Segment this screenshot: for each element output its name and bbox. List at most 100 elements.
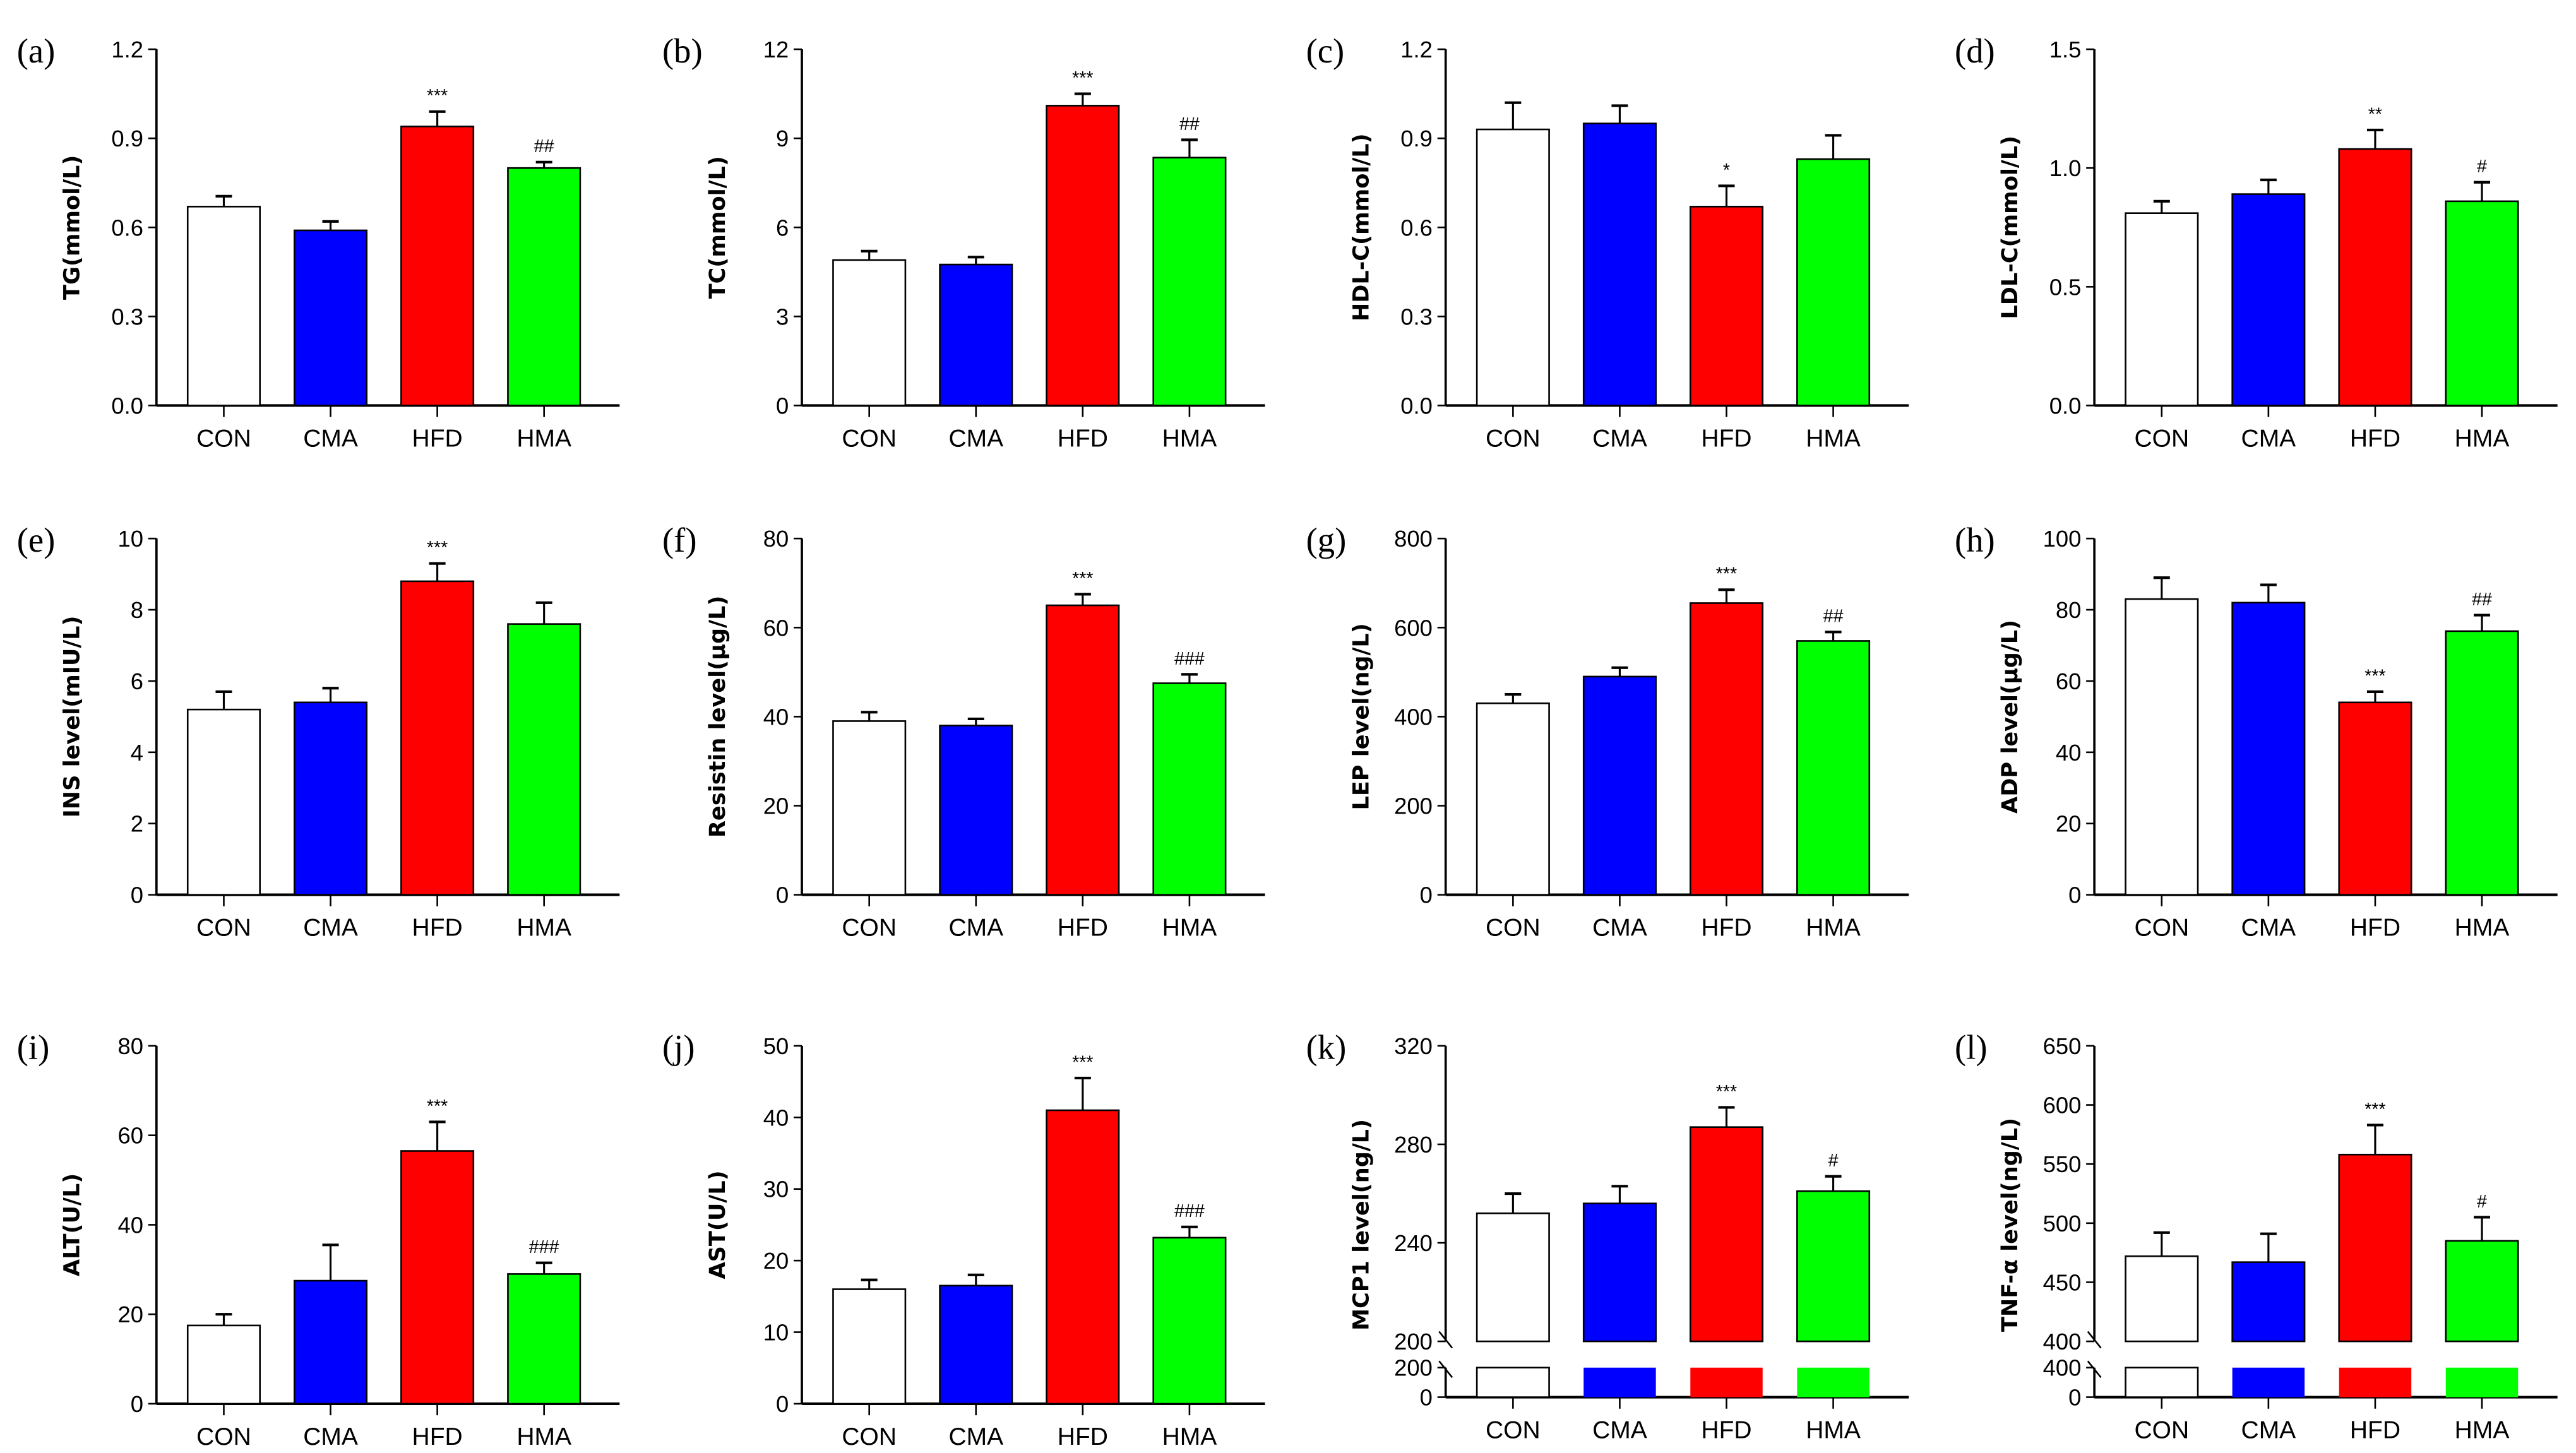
x-tick-label: CMA — [2241, 915, 2296, 942]
y-axis-label: Resistin level(μg/L) — [705, 596, 730, 838]
x-tick-label: HMA — [516, 1423, 571, 1450]
bar-con — [832, 720, 907, 896]
panel-i: (i) ALT(U/L) 0 20 40 60 80 CON CMA *** HFD ### HMA — [17, 1028, 620, 1450]
axis-break-mark — [1438, 1360, 1453, 1379]
y-tick-label: 10 — [118, 526, 144, 552]
x-tick-label: HMA — [2455, 425, 2510, 453]
bar-cma — [1582, 122, 1657, 406]
y-tick-label: 40 — [118, 1212, 144, 1238]
y-tick-label: 12 — [763, 37, 789, 62]
bar-hma — [1152, 682, 1227, 896]
y-tick-label: 0.6 — [1400, 215, 1433, 240]
bar-hfd — [400, 580, 475, 896]
y-tick-label: 280 — [1394, 1132, 1433, 1158]
y-tick-label: 400 — [2043, 1329, 2082, 1355]
y-tick-label: 100 — [2043, 526, 2082, 552]
bar-hma — [1152, 157, 1227, 406]
significance-mark: ## — [1179, 114, 1200, 134]
significance-mark: # — [1828, 1151, 1839, 1171]
panel-d: (d) LDL-C(mmol/L) 0.0 0.5 1.0 1.5 CON CMA ** HFD #… — [1955, 32, 2558, 453]
x-tick-label: HFD — [1701, 425, 1751, 453]
y-tick-label: 0 — [2068, 1385, 2081, 1411]
bar-con — [832, 1288, 907, 1405]
bar-cma — [294, 1279, 368, 1405]
bar-con — [1476, 1212, 1550, 1343]
bar-lower-cma — [1583, 1367, 1656, 1397]
significance-mark: ## — [2472, 590, 2492, 610]
panel-label: (d) — [1955, 32, 1995, 70]
bar-lower-cma — [2232, 1367, 2305, 1397]
x-tick-label: HMA — [1806, 1417, 1861, 1444]
panel-label: (l) — [1955, 1028, 1988, 1067]
y-tick-label: 800 — [1394, 526, 1433, 552]
x-tick-label: CMA — [1592, 1417, 1647, 1444]
bar-lower-con — [1476, 1367, 1550, 1398]
bar-con — [2125, 1255, 2199, 1343]
x-tick-label: CMA — [948, 425, 1003, 453]
panel-c: (c) HDL-C(mmol/L) 0.0 0.3 0.6 0.9 1.2 CON CMA * HF… — [1306, 32, 1909, 453]
y-tick-label: 0 — [1420, 882, 1433, 908]
x-tick-label: CMA — [303, 1423, 358, 1450]
y-tick-label: 80 — [118, 1033, 144, 1059]
panel-label: (e) — [17, 521, 56, 559]
y-tick-label: 0.0 — [2049, 393, 2082, 418]
bar-hma — [507, 167, 581, 406]
bar-hma — [1152, 1237, 1227, 1405]
x-tick-label: HFD — [1058, 1423, 1108, 1450]
y-tick-label: 0 — [776, 393, 789, 418]
x-tick-label: CON — [196, 425, 251, 453]
panel-label: (g) — [1306, 521, 1347, 559]
x-tick-label: HFD — [412, 1423, 463, 1450]
significance-mark: ## — [1823, 607, 1844, 627]
y-tick-label: 400 — [2043, 1355, 2082, 1381]
y-axis-label: LEP level(ng/L) — [1348, 623, 1374, 810]
bar-lower-hma — [2445, 1367, 2519, 1397]
x-tick-label: CMA — [2241, 425, 2296, 453]
bar-hfd — [2338, 148, 2412, 406]
significance-mark: *** — [1072, 68, 1093, 88]
y-tick-label: 9 — [776, 126, 789, 151]
bar-con — [186, 1324, 261, 1405]
bar-cma — [939, 725, 1013, 896]
y-tick-label: 240 — [1394, 1230, 1433, 1256]
bar-cma — [939, 1284, 1013, 1405]
bar-cma — [1582, 675, 1657, 896]
significance-mark: ## — [534, 136, 554, 157]
y-axis-label: AST(U/L) — [705, 1170, 730, 1279]
panel-b: (b) TC(mmol/L) 0 3 6 9 12 CON CMA *** HFD ## HMA — [662, 32, 1265, 453]
x-tick-label: CMA — [1592, 425, 1647, 453]
x-tick-label: HFD — [412, 915, 463, 942]
bar-con — [186, 206, 261, 406]
x-tick-label: CON — [196, 1423, 251, 1450]
y-tick-label: 3 — [776, 304, 789, 329]
bar-hfd — [2338, 701, 2412, 896]
y-tick-label: 500 — [2043, 1211, 2082, 1237]
y-tick-label: 60 — [2056, 668, 2082, 694]
bar-lower-con — [2125, 1367, 2199, 1398]
significance-mark: *** — [427, 86, 448, 106]
panel-label: (f) — [662, 521, 697, 559]
y-tick-label: 20 — [118, 1302, 144, 1327]
bar-cma — [1582, 1202, 1657, 1343]
bar-cma — [294, 701, 368, 896]
x-tick-label: HMA — [516, 915, 571, 942]
x-tick-label: CON — [1486, 425, 1541, 453]
y-tick-label: 4 — [131, 740, 143, 766]
x-tick-label: CMA — [948, 915, 1003, 942]
x-tick-label: CON — [2134, 1417, 2189, 1444]
y-tick-label: 0 — [776, 1391, 789, 1417]
bar-lower-hfd — [1690, 1367, 1763, 1397]
significance-mark: * — [1723, 160, 1730, 181]
panel-label: (k) — [1306, 1028, 1347, 1067]
significance-mark: *** — [2364, 1100, 2385, 1120]
y-tick-label: 0 — [776, 882, 789, 908]
y-axis-label: TC(mmol/L) — [705, 156, 730, 299]
bar-cma — [2231, 193, 2306, 406]
x-tick-label: CON — [196, 915, 251, 942]
bar-hfd — [400, 1150, 475, 1405]
y-tick-label: 200 — [1394, 1355, 1433, 1381]
y-axis-label: ADP level(μg/L) — [1997, 620, 2023, 814]
